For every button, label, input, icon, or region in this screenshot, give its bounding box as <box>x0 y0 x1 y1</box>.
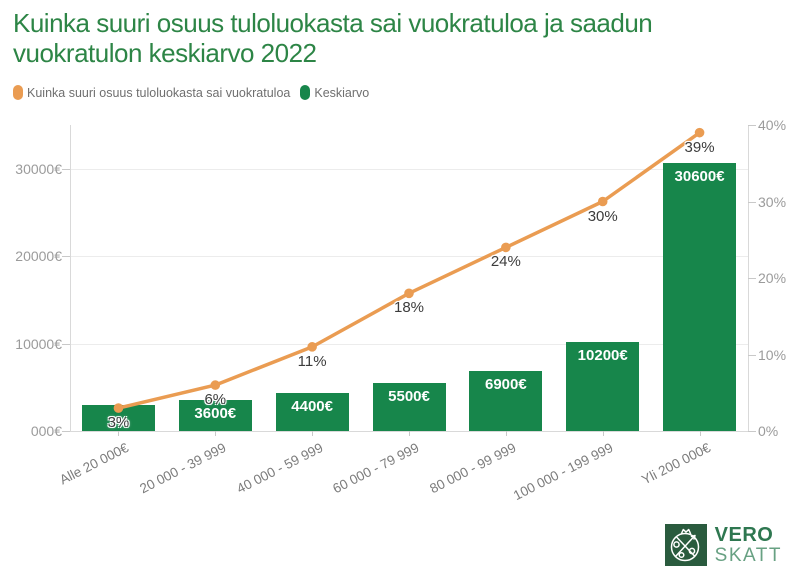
x-axis-tick <box>505 431 507 436</box>
line-point-label: 24% <box>490 253 521 271</box>
x-axis-tick <box>118 431 120 436</box>
x-axis-tick <box>215 431 217 436</box>
bar-series-swatch-icon <box>300 85 311 100</box>
line-point-label: 11% <box>297 352 327 370</box>
right-axis-tick <box>748 354 756 356</box>
legend-label-share: Kuinka suuri osuus tuloluokasta sai vuok… <box>27 85 291 100</box>
line-point[interactable] <box>597 196 608 207</box>
bar-value-label: 4400€ <box>291 397 333 415</box>
right-axis-tick-label: 0% <box>758 423 779 439</box>
bar-value-label: 10200€ <box>577 346 628 364</box>
title-line2: vuokratulon keskiarvo 2022 <box>13 38 317 68</box>
gridline <box>70 168 748 170</box>
right-axis-tick <box>748 125 756 126</box>
vero-skatt-logo: VERO SKATT <box>664 523 782 566</box>
left-axis-tick <box>62 343 70 345</box>
line-series-swatch-icon <box>13 85 23 100</box>
x-axis-tick <box>312 431 314 436</box>
line-point-label: 6% <box>204 391 227 409</box>
logo-text-skatt: SKATT <box>714 544 782 566</box>
right-axis-tick-label: 30% <box>758 193 787 210</box>
left-axis-tick-label: 000€ <box>30 423 62 439</box>
legend-item-share[interactable]: Kuinka suuri osuus tuloluokasta sai vuok… <box>13 85 290 100</box>
bar-value-label: 30600€ <box>674 168 725 186</box>
bar-7[interactable] <box>663 163 737 431</box>
x-axis-tick <box>409 431 410 436</box>
line-point-label: 30% <box>587 207 618 225</box>
legend: Kuinka suuri osuus tuloluokasta sai vuok… <box>13 85 369 100</box>
page-title: Kuinka suuri osuus tuloluokasta sai vuok… <box>13 8 653 68</box>
x-axis-category-label: 100 000 - 199 999 <box>511 440 616 504</box>
left-axis-line <box>70 125 71 431</box>
left-axis-tick <box>62 256 70 258</box>
gridline <box>70 256 748 258</box>
vero-emblem-icon <box>664 524 707 566</box>
x-axis-tick <box>602 431 604 436</box>
x-axis-category-label: 60 000 - 79 999 <box>330 440 422 497</box>
line-point[interactable] <box>694 127 705 138</box>
left-axis-tick <box>62 168 70 170</box>
x-axis-category-label: 20 000 - 39 999 <box>137 440 229 497</box>
left-axis-tick-label: 30000€ <box>15 160 62 177</box>
right-axis-tick-label: 10% <box>758 346 787 363</box>
line-point-label: 39% <box>684 138 715 156</box>
bar-value-label: 5500€ <box>388 387 430 405</box>
line-point[interactable] <box>404 288 414 299</box>
left-axis-tick <box>62 431 70 432</box>
x-axis-category-label: 40 000 - 59 999 <box>233 440 325 497</box>
legend-label-keskiarvo: Keskiarvo <box>314 85 370 100</box>
legend-item-keskiarvo[interactable]: Keskiarvo <box>300 85 369 100</box>
right-axis-tick <box>748 278 756 279</box>
right-axis-tick <box>748 431 756 432</box>
left-axis-tick-label: 20000€ <box>15 248 62 265</box>
title-line1: Kuinka suuri osuus tuloluokasta sai vuok… <box>13 8 653 38</box>
line-point-label: 18% <box>393 299 425 317</box>
x-axis-category-label: 80 000 - 99 999 <box>427 440 519 497</box>
line-point[interactable] <box>501 242 511 253</box>
line-point-label: 3% <box>107 414 130 432</box>
gridline <box>70 343 748 345</box>
logo-text-vero: VERO <box>714 523 774 546</box>
line-point[interactable] <box>210 380 221 390</box>
x-axis-category-label: Yli 200 000€ <box>638 440 713 488</box>
x-axis-tick <box>699 431 701 436</box>
x-axis-category-label: Alle 20 000€ <box>57 440 132 488</box>
right-axis-tick <box>748 201 756 203</box>
right-axis-tick-label: 20% <box>758 270 787 286</box>
bar-value-label: 6900€ <box>484 375 527 393</box>
left-axis-tick-label: 10000€ <box>15 335 62 352</box>
logo-text: VERO SKATT <box>714 523 782 566</box>
right-axis-tick-label: 40% <box>758 117 787 133</box>
